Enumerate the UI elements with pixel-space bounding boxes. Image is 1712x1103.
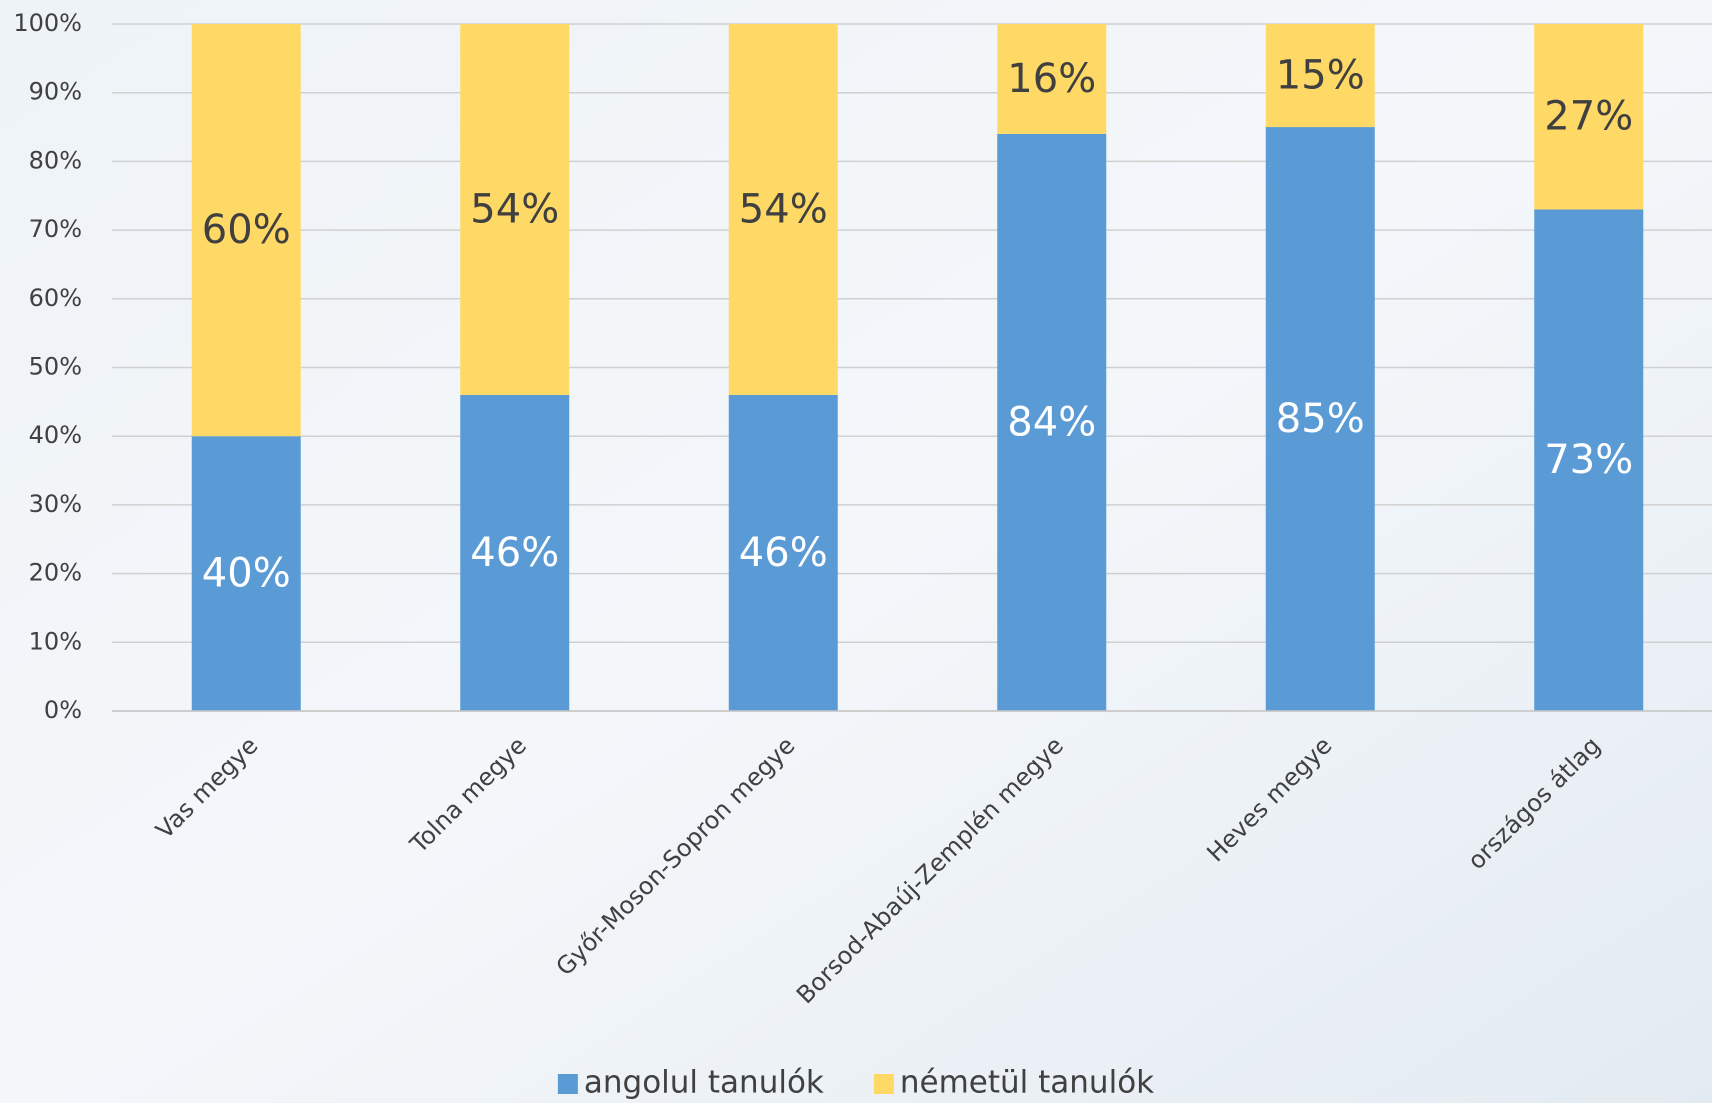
data-label: 85% <box>1276 396 1365 442</box>
bar-segment <box>191 24 301 437</box>
bar-segment <box>997 24 1107 134</box>
data-label: 46% <box>470 530 559 576</box>
bar-segment <box>728 394 838 711</box>
bar-segment <box>1265 127 1375 712</box>
y-tick-label: 10% <box>29 627 82 655</box>
data-label: 46% <box>739 530 828 576</box>
y-tick-label: 80% <box>29 146 82 174</box>
y-tick-label: 0% <box>44 696 82 724</box>
y-tick-label: 20% <box>29 559 82 587</box>
data-label: 54% <box>470 186 559 232</box>
data-label: 60% <box>202 207 291 253</box>
legend-swatch <box>873 1074 894 1094</box>
legend-label: németül tanulók <box>900 1065 1154 1101</box>
y-tick-label: 70% <box>29 215 82 243</box>
data-label: 40% <box>202 551 291 597</box>
data-label: 73% <box>1544 437 1633 483</box>
bar-segment <box>460 394 570 711</box>
y-tick-label: 100% <box>13 9 82 37</box>
data-label: 84% <box>1007 399 1096 445</box>
y-tick-label: 90% <box>29 78 82 106</box>
bar-segment <box>1265 24 1375 128</box>
bar-segment <box>1534 24 1644 210</box>
legend-swatch <box>557 1074 578 1094</box>
data-label: 27% <box>1544 94 1633 140</box>
data-label: 16% <box>1007 56 1096 102</box>
bar-segment <box>997 133 1107 712</box>
bar-segment <box>728 24 838 395</box>
bar-segment <box>191 436 301 711</box>
bar-segment <box>460 24 570 395</box>
data-label: 54% <box>739 186 828 232</box>
data-label: 15% <box>1276 53 1365 99</box>
bar-segment <box>1534 209 1644 712</box>
legend-label: angolul tanulók <box>584 1065 824 1101</box>
y-tick-label: 40% <box>29 421 82 449</box>
y-tick-label: 50% <box>29 353 82 381</box>
y-tick-label: 60% <box>29 284 82 312</box>
y-tick-label: 30% <box>29 490 82 518</box>
